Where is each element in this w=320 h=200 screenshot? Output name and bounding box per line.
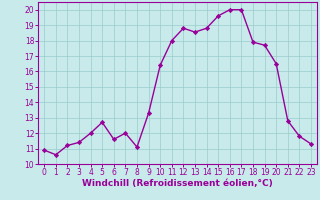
X-axis label: Windchill (Refroidissement éolien,°C): Windchill (Refroidissement éolien,°C) (82, 179, 273, 188)
